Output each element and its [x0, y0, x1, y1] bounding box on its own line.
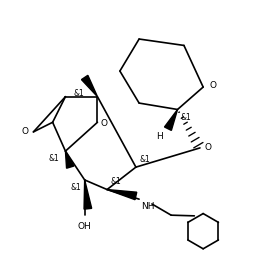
Polygon shape: [65, 151, 74, 168]
Text: NH: NH: [141, 202, 154, 211]
Text: &1: &1: [74, 89, 85, 98]
Text: OH: OH: [78, 222, 92, 231]
Text: &1: &1: [110, 177, 121, 186]
Text: &1: &1: [71, 183, 81, 192]
Text: O: O: [210, 81, 216, 90]
Text: &1: &1: [139, 155, 150, 164]
Text: O: O: [205, 143, 212, 152]
Polygon shape: [81, 75, 97, 97]
Polygon shape: [84, 180, 92, 209]
Text: &1: &1: [181, 113, 191, 122]
Text: H: H: [156, 132, 163, 141]
Text: O: O: [101, 119, 108, 128]
Text: &1: &1: [48, 154, 59, 163]
Polygon shape: [107, 190, 137, 200]
Polygon shape: [164, 109, 178, 130]
Text: O: O: [22, 127, 29, 136]
